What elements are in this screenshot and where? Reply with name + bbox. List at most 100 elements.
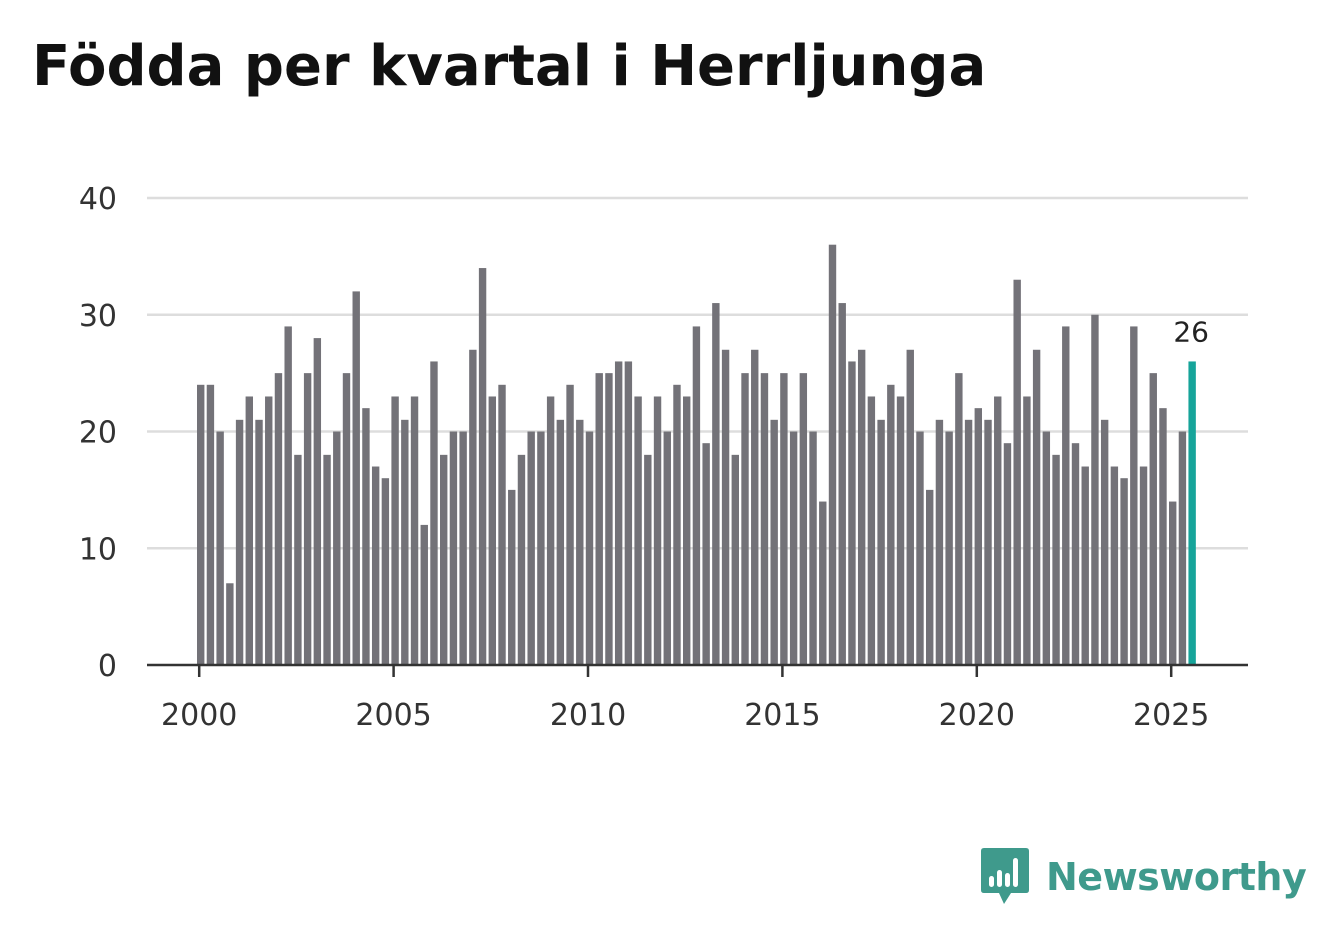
data-label-latest: 26: [1173, 315, 1209, 348]
bar: [896, 396, 905, 665]
bar: [391, 396, 399, 665]
y-tick-label-40: 40: [79, 182, 117, 217]
bar: [770, 419, 778, 665]
x-tick-label-2010: 2010: [550, 698, 626, 733]
bar: [935, 419, 944, 665]
bar: [1081, 466, 1089, 665]
bar: [692, 326, 701, 665]
bar: [916, 431, 924, 665]
bar: [1003, 443, 1012, 665]
bar: [1120, 478, 1128, 665]
bar: [731, 454, 739, 665]
bar: [838, 303, 846, 665]
bar: [401, 419, 409, 665]
x-tick-label-2020: 2020: [939, 698, 1015, 733]
bar: [440, 454, 448, 665]
bar: [751, 349, 759, 665]
bar: [527, 431, 535, 665]
bar: [537, 431, 545, 665]
x-tick-label-2025: 2025: [1133, 698, 1209, 733]
bar: [410, 396, 419, 665]
bar-chart: 0 10 20 30 40 2000 2005 2010 2015 2020 2025 26: [79, 182, 1248, 733]
bar: [352, 291, 360, 665]
bar: [741, 373, 749, 666]
x-tick-label-2015: 2015: [744, 698, 820, 733]
bar: [323, 454, 331, 665]
bar: [955, 373, 963, 666]
newsworthy-brand[interactable]: Newsworthy: [980, 846, 1307, 908]
bar: [585, 431, 594, 665]
bar: [226, 583, 234, 665]
bar: [566, 384, 574, 665]
bar: [634, 396, 642, 665]
bar: [1023, 396, 1031, 665]
bar: [828, 244, 837, 665]
bar: [303, 373, 312, 666]
bar: [945, 431, 953, 665]
y-tick-label-0: 0: [98, 649, 117, 684]
bar: [498, 384, 506, 665]
bar: [420, 524, 428, 665]
bar: [760, 373, 769, 666]
bar: [595, 373, 603, 666]
bar: [974, 408, 982, 665]
bar: [984, 419, 992, 665]
bar: [556, 419, 565, 665]
bar: [877, 419, 885, 665]
bar: [848, 361, 856, 665]
bar: [867, 396, 876, 665]
bar: [1100, 419, 1109, 665]
x-tick-label-2005: 2005: [355, 698, 431, 733]
bar: [1159, 408, 1167, 665]
bar: [1032, 349, 1041, 665]
axes: [147, 663, 1248, 677]
bar: [517, 454, 526, 665]
bar: [284, 326, 292, 665]
newsworthy-logo-icon: [981, 848, 1029, 904]
bar: [644, 454, 652, 665]
y-tick-label-10: 10: [79, 532, 117, 567]
bar: [780, 373, 788, 666]
bar: [683, 396, 691, 665]
bar: [799, 373, 808, 666]
bar: [488, 396, 496, 665]
bars: [197, 244, 1196, 666]
bar: [887, 384, 895, 665]
bar: [906, 349, 914, 665]
bar: [469, 349, 477, 665]
bar: [1091, 314, 1099, 665]
bar: [508, 489, 516, 666]
bar: [459, 431, 467, 665]
bar: [1149, 373, 1157, 666]
bar: [449, 431, 458, 665]
bar: [721, 349, 730, 665]
bar: [362, 408, 370, 665]
bar: [1071, 443, 1080, 665]
bar: [1139, 466, 1148, 665]
bar: [1178, 431, 1187, 665]
bar: [371, 466, 380, 665]
x-tick-label-2000: 2000: [161, 698, 237, 733]
bar: [1062, 326, 1070, 665]
bar: [605, 373, 613, 666]
bar: [964, 419, 973, 665]
bar: [206, 384, 215, 665]
bar-highlight: [1188, 361, 1196, 665]
bar: [1052, 454, 1060, 665]
bar: [663, 431, 671, 665]
y-tick-label-30: 30: [79, 299, 117, 334]
bar: [926, 489, 934, 666]
brand-name: Newsworthy: [1046, 855, 1307, 899]
bar: [1110, 466, 1119, 665]
chart-title: Födda per kvartal i Herrljunga: [32, 34, 987, 99]
bar: [274, 373, 283, 666]
bar: [235, 419, 244, 665]
bar: [245, 396, 253, 665]
y-tick-label-20: 20: [79, 416, 117, 451]
bar: [624, 361, 633, 665]
bar: [1169, 501, 1177, 665]
bar: [294, 454, 302, 665]
bar: [1130, 326, 1138, 665]
bar: [478, 268, 487, 665]
bar: [653, 396, 662, 665]
